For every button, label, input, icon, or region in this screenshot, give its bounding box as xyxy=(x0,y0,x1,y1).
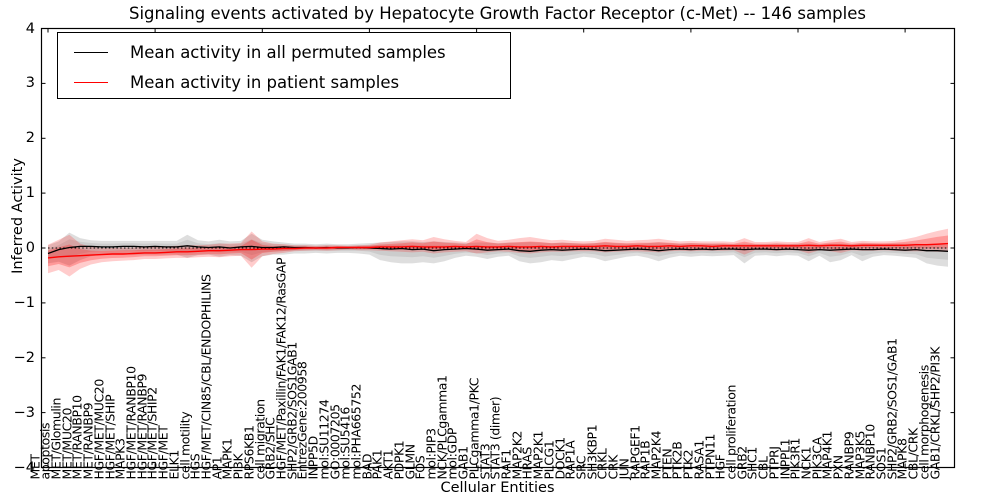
y-tick-label: 2 xyxy=(25,130,35,147)
patient-band-inner xyxy=(48,235,948,268)
legend-label-patient: Mean activity in patient samples xyxy=(130,72,400,92)
x-axis-label: Cellular Entities xyxy=(440,480,555,496)
legend: Mean activity in all permuted samples Me… xyxy=(57,32,511,99)
y-tick-label: 4 xyxy=(25,20,35,37)
legend-label-permuted: Mean activity in all permuted samples xyxy=(130,42,446,62)
y-axis-label: Inferred Activity xyxy=(10,158,26,274)
y-tick-label: 0 xyxy=(25,240,35,256)
permuted-line-swatch xyxy=(74,51,108,53)
x-category-label: GAB1/CRKL/SHP2/PI3K xyxy=(927,346,942,479)
patient-band-outer xyxy=(48,228,948,277)
y-tick-label: −3 xyxy=(13,404,35,421)
y-tick-label: −1 xyxy=(13,294,35,311)
y-tick-label: −2 xyxy=(13,349,35,366)
legend-row-permuted: Mean activity in all permuted samples xyxy=(58,39,510,65)
chart-title: Signaling events activated by Hepatocyte… xyxy=(129,4,866,23)
y-tick-label: 3 xyxy=(25,75,35,92)
patient-line-swatch xyxy=(74,81,108,83)
legend-row-patient: Mean activity in patient samples xyxy=(58,69,510,95)
patient-mean-line xyxy=(47,242,949,259)
x-category-label: HGF/MET/CIN85/CBL/ENDOPHILINS xyxy=(198,273,214,479)
y-tick-label: −4 xyxy=(13,459,35,476)
permuted-mean-line xyxy=(47,245,949,255)
y-tick-label: 1 xyxy=(25,185,35,202)
